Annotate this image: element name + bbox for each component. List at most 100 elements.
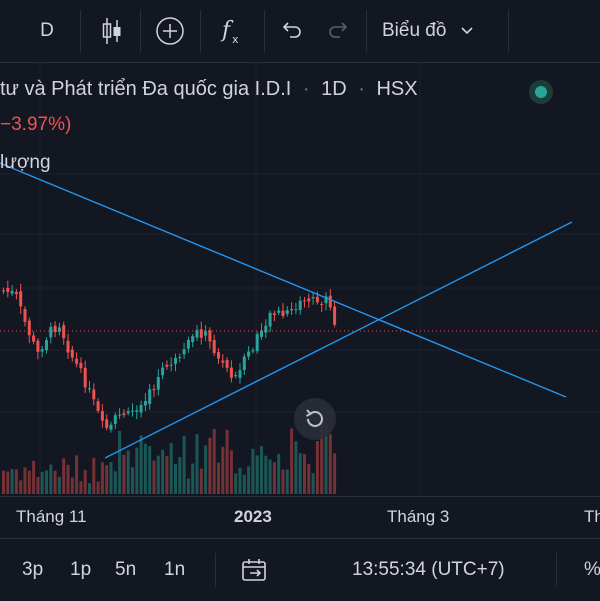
volume-bar <box>156 455 160 494</box>
volume-bar <box>225 429 229 494</box>
percent-toggle[interactable]: % <box>584 559 600 580</box>
candle-body <box>62 325 66 339</box>
candle-body <box>212 339 216 354</box>
go-to-date-icon[interactable] <box>240 539 268 601</box>
volume-bar <box>272 462 276 494</box>
divider <box>556 553 557 587</box>
candle-body <box>49 326 53 338</box>
candle-body <box>169 364 173 366</box>
volume-bar <box>182 435 186 494</box>
price-change: −3.97%) <box>0 114 72 135</box>
volume-bar <box>324 424 328 494</box>
volume-bar <box>131 467 134 494</box>
volume-bar <box>178 457 182 494</box>
candle-body <box>303 300 306 302</box>
candle-body <box>195 329 199 338</box>
xaxis-label: Tháng 3 <box>387 507 450 526</box>
volume-bar <box>40 471 44 494</box>
volume-bar <box>57 476 61 494</box>
volume-bar <box>255 455 259 494</box>
candle-body <box>105 419 109 428</box>
volume-bar <box>260 446 263 494</box>
candle-body <box>298 300 302 311</box>
candle-body <box>320 303 324 305</box>
volume-bar <box>333 453 337 494</box>
volume-bar <box>298 453 302 494</box>
candle-body <box>27 320 31 336</box>
candle-body <box>229 367 233 378</box>
volume-bar <box>264 455 268 494</box>
range-button[interactable]: 1n <box>164 559 186 580</box>
volume-bar <box>247 466 251 494</box>
time-axis[interactable]: Tháng 11 2023 Tháng 3 Th <box>0 496 600 539</box>
divider <box>508 10 509 52</box>
volume-bar <box>122 454 126 494</box>
separator-dot: · <box>358 78 365 100</box>
divider <box>366 10 367 52</box>
volume-bar <box>45 470 48 494</box>
add-indicator-icon[interactable] <box>150 0 190 62</box>
candles-icon[interactable] <box>92 0 132 62</box>
candle-body <box>264 325 268 333</box>
reset-chart-icon[interactable] <box>294 398 336 440</box>
ascending-trendline[interactable] <box>104 221 573 459</box>
volume-bar <box>105 465 109 494</box>
candle-body <box>238 370 242 378</box>
volume-bar <box>320 418 324 494</box>
candle-body <box>208 330 212 342</box>
range-button[interactable]: 5n <box>115 559 137 580</box>
volume-bar <box>92 457 96 494</box>
candle-body <box>161 367 165 376</box>
volume-bar <box>62 458 66 494</box>
interval-label: D <box>40 20 54 41</box>
bottom-toolbar: 3p 1p 5n 1n 13:55:34 (UTC+7) % <box>0 538 600 601</box>
market-status-icon[interactable] <box>529 80 553 104</box>
price-chart[interactable] <box>0 62 600 496</box>
volume-bar <box>208 437 212 494</box>
interval-button[interactable]: D <box>30 0 64 62</box>
volume-bar <box>10 469 14 494</box>
undo-icon[interactable] <box>274 0 310 62</box>
candle-body <box>139 405 143 413</box>
volume-bar <box>186 478 190 494</box>
candle-body <box>118 414 122 416</box>
chevron-down-icon <box>461 27 474 35</box>
volume-bar <box>96 481 100 494</box>
candle-body <box>328 295 332 308</box>
candle-body <box>70 349 74 358</box>
candle-body <box>96 401 100 411</box>
range-button[interactable]: 3p <box>22 559 44 580</box>
candle-body <box>311 297 315 299</box>
volume-bar <box>174 463 177 494</box>
chart-type-menu[interactable]: Biểu đồ <box>382 0 492 62</box>
volume-bar <box>191 463 195 494</box>
candle-body <box>135 410 139 412</box>
volume-bar <box>238 467 242 494</box>
volume-bar <box>32 460 36 494</box>
volume-bar <box>139 435 143 494</box>
candle-body <box>217 352 220 359</box>
volume-bar <box>23 467 27 494</box>
volume-bar <box>242 474 246 494</box>
candle-body <box>57 327 61 332</box>
volume-bar <box>14 469 18 494</box>
descending-trendline[interactable] <box>0 159 567 398</box>
candlesticks <box>2 280 337 433</box>
range-button[interactable]: 1p <box>70 559 92 580</box>
volume-bar <box>66 464 70 494</box>
candle-body <box>272 313 276 316</box>
candle-body <box>100 411 104 421</box>
clock-timezone[interactable]: 13:55:34 (UTC+7) <box>352 559 505 580</box>
candle-body <box>333 306 337 325</box>
volume-bar <box>234 473 238 494</box>
candle-body <box>324 296 328 304</box>
redo-icon[interactable] <box>320 0 356 62</box>
volume-bar <box>328 434 332 494</box>
symbol-legend: tư và Phát triển Đa quốc gia I.D.I · 1D … <box>0 78 424 101</box>
candle-body <box>152 389 156 391</box>
divider <box>200 10 201 52</box>
candle-body <box>255 334 259 352</box>
candle-body <box>45 340 48 351</box>
